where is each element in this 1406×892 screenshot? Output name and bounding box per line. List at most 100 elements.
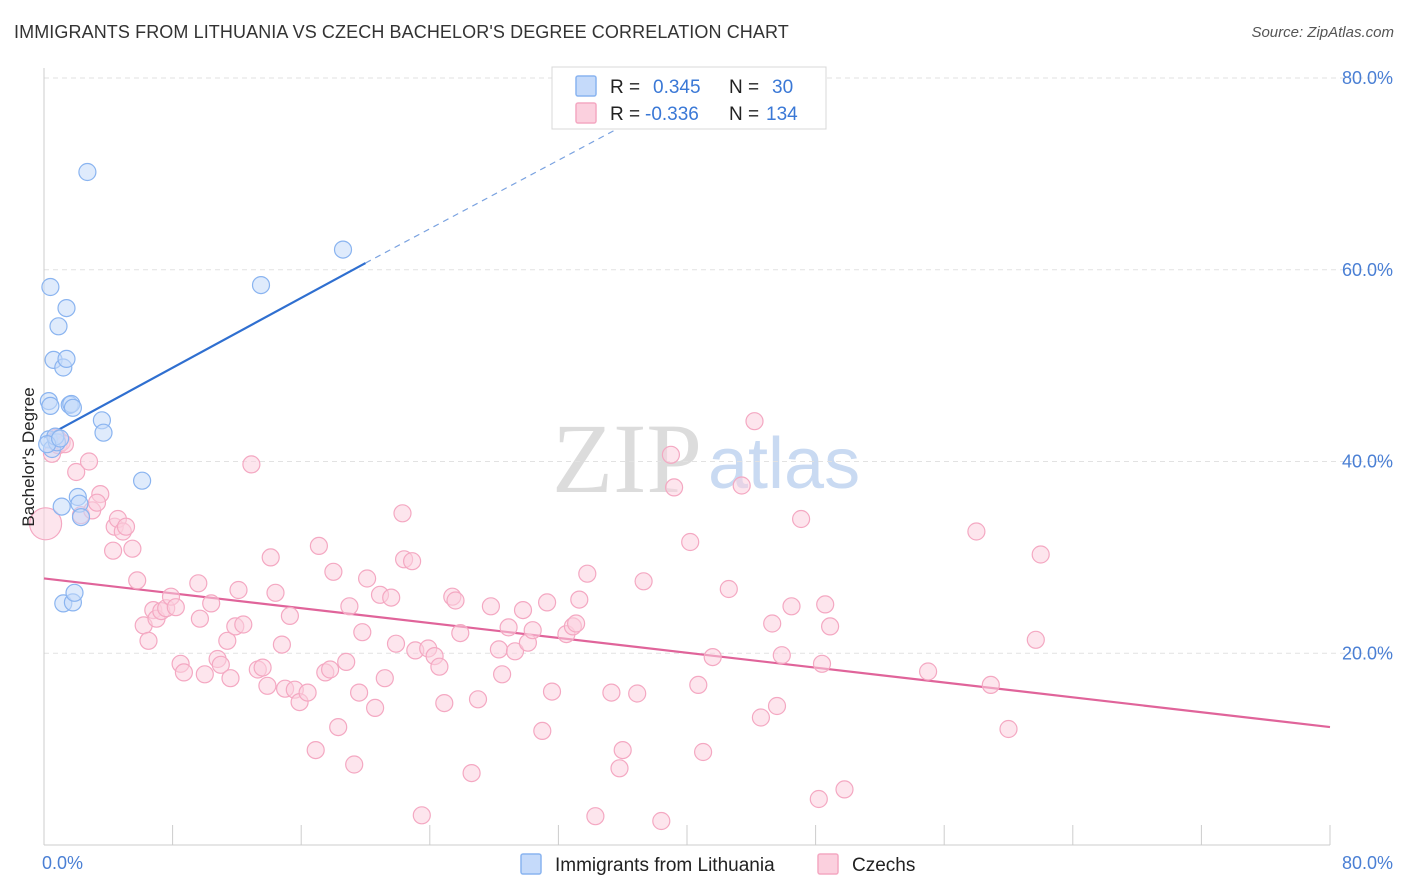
point-czechs (258, 676, 277, 695)
point-czechs (628, 684, 647, 703)
point-czechs (918, 662, 938, 681)
point-lithuania (71, 507, 91, 527)
point-czechs (261, 548, 280, 567)
legend-n-value-2: 134 (766, 104, 798, 125)
point-czechs (782, 597, 801, 616)
point-czechs (221, 669, 240, 688)
point-czechs (386, 634, 406, 653)
point-czechs (481, 597, 500, 616)
point-czechs (513, 600, 533, 620)
legend-bottom-label-lithuania: Immigrants from Lithuania (555, 855, 775, 876)
point-czechs (79, 452, 99, 471)
point-czechs (166, 598, 185, 617)
y-tick-label: 40.0% (1342, 452, 1393, 472)
point-czechs (446, 591, 465, 610)
legend-bottom-swatch-czechs (817, 853, 839, 875)
point-czechs (703, 647, 722, 667)
data-points (28, 162, 1050, 831)
trend-line-czechs (43, 577, 1331, 729)
point-czechs (403, 552, 422, 571)
point-czechs (375, 669, 394, 688)
point-czechs (103, 541, 123, 560)
point-czechs (435, 693, 454, 713)
point-czechs (321, 660, 340, 679)
point-czechs (634, 572, 653, 591)
point-czechs (661, 445, 681, 464)
point-czechs (412, 806, 431, 825)
legend-n-value-1: 30 (772, 77, 793, 98)
legend-bottom: Immigrants from Lithuania Czechs (520, 853, 915, 876)
point-czechs (190, 609, 209, 628)
point-czechs (337, 652, 356, 672)
point-czechs (253, 658, 272, 677)
point-czechs (745, 412, 764, 431)
point-czechs (537, 593, 557, 612)
point-czechs (87, 493, 107, 512)
point-lithuania (57, 299, 76, 318)
point-czechs (340, 597, 359, 616)
point-czechs (462, 763, 481, 783)
point-czechs (174, 663, 193, 682)
point-czechs (693, 742, 713, 762)
point-czechs (366, 698, 385, 718)
point-czechs (772, 646, 791, 665)
point-czechs (999, 719, 1018, 739)
y-axis-label: Bachelor's Degree (19, 387, 38, 526)
point-czechs (812, 654, 832, 673)
point-czechs (499, 618, 518, 637)
point-czechs (430, 657, 449, 676)
trend-line-lithuania-extension (365, 125, 623, 264)
point-czechs (566, 614, 586, 633)
source-label: Source: ZipAtlas.com (1251, 24, 1394, 41)
point-czechs (123, 539, 142, 558)
point-czechs (809, 789, 828, 809)
legend-n-label-2: N = (729, 104, 759, 125)
point-czechs (358, 569, 377, 588)
point-czechs (67, 462, 86, 482)
point-lithuania (133, 471, 152, 490)
legend-swatch-czechs (575, 102, 597, 124)
point-czechs (613, 740, 632, 760)
y-tick-label: 20.0% (1342, 643, 1393, 663)
point-lithuania (78, 162, 97, 182)
point-czechs (763, 614, 782, 633)
point-lithuania (63, 398, 83, 417)
legend-r-label-2: R = (610, 104, 640, 125)
point-czechs (533, 721, 552, 741)
y-tick-label: 80.0% (1342, 68, 1393, 88)
point-czechs (202, 594, 221, 613)
point-czechs (586, 807, 605, 826)
point-czechs (602, 683, 621, 702)
point-czechs (523, 621, 542, 640)
point-lithuania (52, 497, 71, 516)
point-czechs (306, 740, 325, 760)
point-czechs (820, 617, 840, 636)
legend-bottom-swatch-lithuania (520, 853, 542, 875)
tick-labels: 20.0% 40.0% 60.0% 80.0% 0.0% 80.0% (42, 68, 1393, 873)
point-lithuania (94, 423, 113, 442)
point-czechs (242, 455, 261, 474)
legend-r-label-1: R = (610, 77, 640, 98)
legend-r-value-1: 0.345 (653, 77, 701, 98)
point-czechs (451, 623, 470, 643)
point-czechs (266, 583, 285, 602)
point-czechs (489, 640, 508, 659)
point-lithuania (333, 240, 353, 259)
point-czechs (1031, 545, 1050, 564)
point-czechs (324, 562, 343, 581)
x-tick-label-max: 80.0% (1342, 853, 1393, 873)
point-czechs (272, 635, 291, 654)
point-lithuania (65, 583, 84, 602)
legend-swatch-lithuania (575, 75, 597, 97)
point-czechs (542, 682, 562, 701)
legend-r-value-2: -0.336 (645, 104, 699, 125)
point-lithuania (49, 317, 68, 336)
legend-n-label-1: N = (729, 77, 759, 98)
gridlines (44, 77, 1392, 654)
point-czechs (816, 595, 835, 614)
point-czechs (652, 811, 671, 831)
point-czechs (139, 631, 158, 650)
x-tick-label-min: 0.0% (42, 853, 83, 873)
legend-bottom-label-czechs: Czechs (852, 855, 915, 876)
point-lithuania (57, 349, 76, 368)
